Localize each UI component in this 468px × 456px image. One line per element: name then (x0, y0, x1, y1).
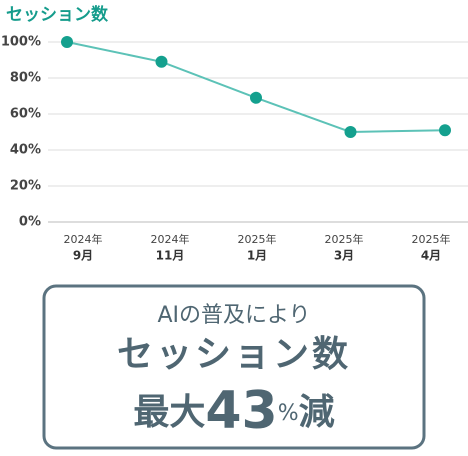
x-tick-label: 2024年 (151, 232, 190, 246)
point (155, 55, 168, 68)
callout-box (42, 284, 426, 450)
x-tick-label: 2024年 (64, 232, 103, 246)
x-tick-label: 4月 (421, 249, 441, 263)
point (61, 36, 73, 48)
point (344, 126, 357, 138)
point (439, 124, 451, 137)
y-tick-label: 100% (1, 35, 41, 50)
y-tick-label: 20% (10, 179, 41, 194)
value: 43 (205, 381, 277, 441)
point (250, 91, 262, 104)
x-tick-label: 1月 (247, 249, 267, 263)
y-tick-label: 80% (10, 71, 41, 86)
y-tick-label: 60% (10, 107, 41, 122)
x-tick-label: 11月 (156, 249, 185, 263)
suffix: 減 (299, 392, 335, 433)
x-tick-label: 2025年 (238, 232, 277, 246)
y-tick-label: 40% (10, 143, 41, 158)
x-tick-label: 2025年 (412, 232, 451, 246)
line (66, 41, 446, 134)
y-tick-label: 0% (19, 215, 41, 230)
x-tick-label: 2025年 (325, 232, 364, 246)
unit: % (278, 401, 299, 426)
callout-highlight: 最大43%減 (133, 381, 334, 441)
callout-line: AIの普及により (157, 303, 310, 328)
x-tick-label: 3月 (334, 249, 354, 263)
prefix: 最大 (133, 392, 205, 433)
callout-line: セッション数 (117, 334, 351, 375)
x-tick-label: 9月 (73, 249, 93, 263)
chart-title: セッション数 (6, 4, 109, 25)
